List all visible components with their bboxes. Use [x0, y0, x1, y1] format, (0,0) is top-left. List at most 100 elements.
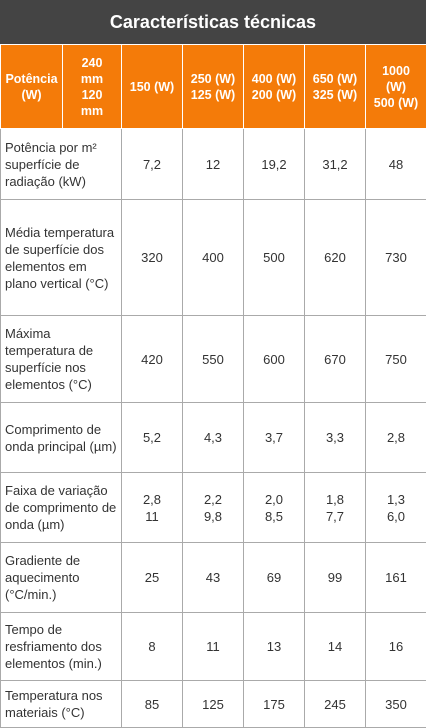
- header-text: mm: [67, 71, 117, 87]
- value-text: 670: [309, 351, 361, 368]
- header-cell: 650 (W)325 (W): [305, 45, 366, 129]
- value-cell: 43: [183, 543, 244, 613]
- header-text: 200 (W): [248, 87, 300, 103]
- value-cell: 175: [244, 681, 305, 728]
- header-text: 125 (W): [187, 87, 239, 103]
- value-cell: 31,2: [305, 129, 366, 200]
- value-cell: 730: [366, 200, 426, 316]
- value-text: 400: [187, 249, 239, 266]
- header-cell: Potência(W): [1, 45, 63, 129]
- value-text: 320: [126, 249, 178, 266]
- value-text: 175: [248, 696, 300, 713]
- row-label: Média temperatura de superfície dos elem…: [1, 200, 122, 316]
- header-text: mm: [67, 103, 117, 119]
- title: Características técnicas: [110, 12, 316, 33]
- value-text: 48: [370, 156, 422, 173]
- header-text: 650 (W): [309, 71, 361, 87]
- value-cell: 99: [305, 543, 366, 613]
- value-text: 550: [187, 351, 239, 368]
- value-cell: 19,2: [244, 129, 305, 200]
- value-text: 9,8: [187, 508, 239, 525]
- row: Média temperatura de superfície dos elem…: [1, 200, 426, 316]
- value-text: 11: [187, 638, 239, 655]
- header-text: 240: [67, 55, 117, 71]
- value-cell: 85: [122, 681, 183, 728]
- header-text: (W): [370, 79, 422, 95]
- value-text: 1,3: [370, 491, 422, 508]
- value-text: 245: [309, 696, 361, 713]
- value-text: 19,2: [248, 156, 300, 173]
- value-text: 500: [248, 249, 300, 266]
- value-cell: 3,3: [305, 403, 366, 473]
- value-cell: 2,8: [366, 403, 426, 473]
- header-text: 250 (W): [187, 71, 239, 87]
- value-cell: 3,7: [244, 403, 305, 473]
- value-cell: 12: [183, 129, 244, 200]
- value-cell: 48: [366, 129, 426, 200]
- value-text: 31,2: [309, 156, 361, 173]
- value-text: 25: [126, 569, 178, 586]
- header-text: 120: [67, 87, 117, 103]
- value-cell: 500: [244, 200, 305, 316]
- value-text: 13: [248, 638, 300, 655]
- value-text: 69: [248, 569, 300, 586]
- row: Faixa de variação de comprimento de onda…: [1, 473, 426, 543]
- value-cell: 7,2: [122, 129, 183, 200]
- value-text: 8: [126, 638, 178, 655]
- header-text: 150 (W): [126, 79, 178, 95]
- row: Máxima temperatura de superfície nos ele…: [1, 316, 426, 403]
- value-text: 2,8: [126, 491, 178, 508]
- value-text: 16: [370, 638, 422, 655]
- value-cell: 420: [122, 316, 183, 403]
- value-cell: 16: [366, 613, 426, 681]
- value-cell: 69: [244, 543, 305, 613]
- row-label: Temperatura nos materiais (°C): [1, 681, 122, 728]
- value-text: 8,5: [248, 508, 300, 525]
- header-text: 1000: [370, 63, 422, 79]
- value-cell: 11: [183, 613, 244, 681]
- value-cell: 400: [183, 200, 244, 316]
- value-cell: 620: [305, 200, 366, 316]
- value-text: 7,2: [126, 156, 178, 173]
- value-cell: 245: [305, 681, 366, 728]
- value-text: 3,3: [309, 429, 361, 446]
- header-text: 400 (W): [248, 71, 300, 87]
- value-text: 1,8: [309, 491, 361, 508]
- value-cell: 600: [244, 316, 305, 403]
- value-cell: 5,2: [122, 403, 183, 473]
- value-cell: 13: [244, 613, 305, 681]
- value-text: 350: [370, 696, 422, 713]
- value-text: 2,8: [370, 429, 422, 446]
- row: Potência por m² superfície de radiação (…: [1, 129, 426, 200]
- value-cell: 8: [122, 613, 183, 681]
- header-cell: 250 (W)125 (W): [183, 45, 244, 129]
- value-text: 7,7: [309, 508, 361, 525]
- title-bar: Características técnicas: [0, 0, 426, 44]
- value-text: 125: [187, 696, 239, 713]
- row-label: Máxima temperatura de superfície nos ele…: [1, 316, 122, 403]
- value-text: 14: [309, 638, 361, 655]
- header-text: Potência: [5, 71, 58, 87]
- value-text: 161: [370, 569, 422, 586]
- value-cell: 25: [122, 543, 183, 613]
- value-cell: 161: [366, 543, 426, 613]
- value-text: 12: [187, 156, 239, 173]
- value-text: 730: [370, 249, 422, 266]
- row-label: Potência por m² superfície de radiação (…: [1, 129, 122, 200]
- row-label: Gradiente de aquecimento (°C/min.): [1, 543, 122, 613]
- value-text: 750: [370, 351, 422, 368]
- header-cell: 1000(W)500 (W): [366, 45, 426, 129]
- header-text: 325 (W): [309, 87, 361, 103]
- value-cell: 750: [366, 316, 426, 403]
- value-cell: 125: [183, 681, 244, 728]
- value-text: 5,2: [126, 429, 178, 446]
